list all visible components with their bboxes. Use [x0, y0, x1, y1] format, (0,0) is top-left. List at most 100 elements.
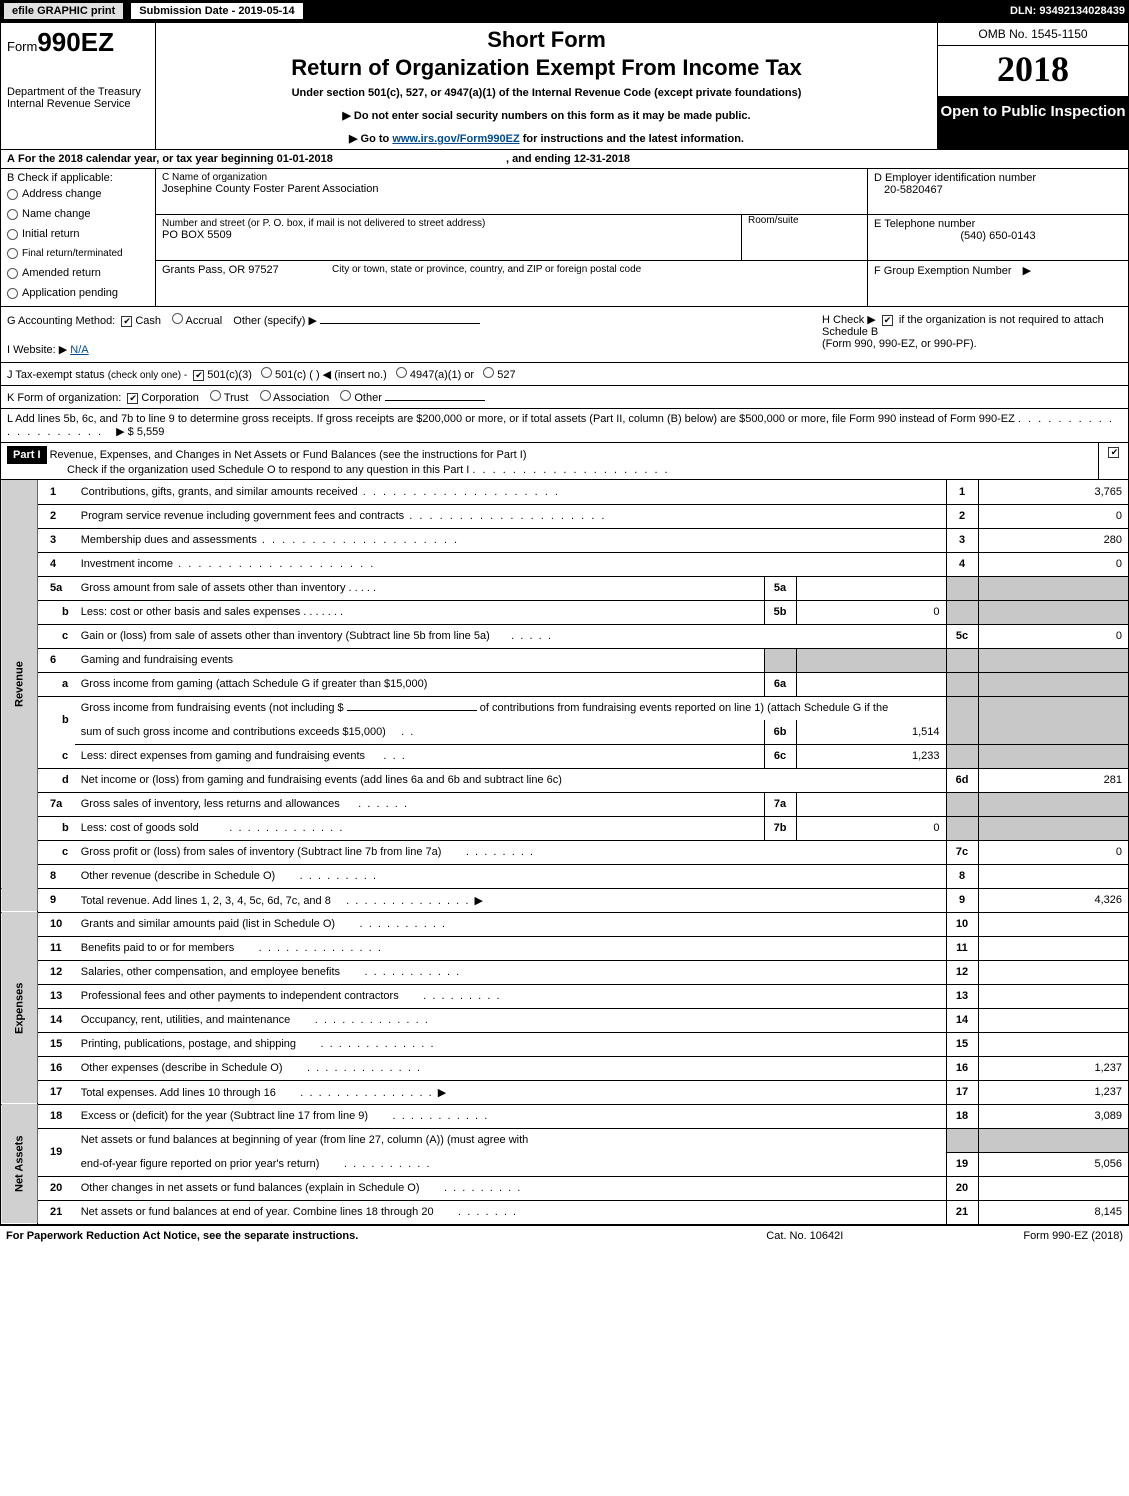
- efile-print-button[interactable]: efile GRAPHIC print: [4, 3, 123, 19]
- line-desc: Less: cost of goods sold . . . . . . . .…: [75, 816, 764, 840]
- line-num: 18: [38, 1104, 75, 1128]
- blank-line: [347, 710, 477, 711]
- checkbox-assoc[interactable]: [260, 390, 271, 401]
- checkbox-501c3[interactable]: [193, 370, 204, 381]
- checkbox-h[interactable]: [882, 315, 893, 326]
- desc-text: Total revenue. Add lines 1, 2, 3, 4, 5c,…: [81, 895, 331, 907]
- desc-text: Other changes in net assets or fund bala…: [81, 1182, 420, 1194]
- desc-text: Gross profit or (loss) from sales of inv…: [81, 846, 442, 858]
- g-text: Accounting Method:: [18, 315, 115, 327]
- checkbox-4947[interactable]: [396, 367, 407, 378]
- line-desc: Gross amount from sale of assets other t…: [75, 576, 764, 600]
- cb-address-change[interactable]: Address change: [7, 184, 149, 204]
- line-num: 3: [38, 528, 75, 552]
- row-c-name: C Name of organization Josephine County …: [156, 169, 867, 215]
- line-rv: 5,056: [978, 1152, 1128, 1176]
- checkbox-cash[interactable]: [121, 316, 132, 327]
- line-rv: 8,145: [978, 1200, 1128, 1224]
- row-j: J Tax-exempt status (check only one) - 5…: [1, 363, 1128, 386]
- inner-num: 6a: [764, 672, 796, 696]
- inner-num: 7b: [764, 816, 796, 840]
- label-i: I Website: ▶: [7, 344, 67, 356]
- desc-text: Professional fees and other payments to …: [81, 990, 399, 1002]
- grey-cell: [978, 600, 1128, 624]
- city-value: Grants Pass, OR 97527: [162, 264, 312, 303]
- form-number: Form990EZ: [7, 27, 149, 58]
- c-text: Name of organization: [172, 172, 267, 183]
- j-text: (check only one) -: [108, 370, 187, 381]
- line-rn: 1: [946, 480, 978, 504]
- line-rv: 0: [978, 504, 1128, 528]
- desc-text: Other revenue (describe in Schedule O): [81, 870, 275, 882]
- line-2: 2 Program service revenue including gove…: [1, 504, 1128, 528]
- line-rn: 14: [946, 1008, 978, 1032]
- line-rn: 10: [946, 912, 978, 936]
- line-num: 1: [38, 480, 75, 504]
- c-label: C Name of organization: [162, 172, 861, 183]
- cb-name-change[interactable]: Name change: [7, 204, 149, 224]
- cb-final-return[interactable]: Final return/terminated: [7, 244, 149, 263]
- desc-text: end-of-year figure reported on prior yea…: [81, 1158, 320, 1170]
- j-4947: 4947(a)(1) or: [410, 369, 474, 381]
- cb-application-pending[interactable]: Application pending: [7, 283, 149, 303]
- line-15: 15 Printing, publications, postage, and …: [1, 1032, 1128, 1056]
- checkbox-other[interactable]: [340, 390, 351, 401]
- grey-cell: [978, 816, 1128, 840]
- checkbox-527[interactable]: [483, 367, 494, 378]
- ein-value: 20-5820467: [874, 184, 1122, 196]
- grey-cell: [978, 792, 1128, 816]
- line-rv: [978, 1008, 1128, 1032]
- line-7c: c Gross profit or (loss) from sales of i…: [1, 840, 1128, 864]
- line-num: 12: [38, 960, 75, 984]
- line-desc: end-of-year figure reported on prior yea…: [75, 1152, 946, 1176]
- line-rv: [978, 984, 1128, 1008]
- line-rn: 7c: [946, 840, 978, 864]
- k-text: Form of organization:: [17, 392, 121, 404]
- website-value[interactable]: N/A: [70, 344, 88, 356]
- irs-link[interactable]: www.irs.gov/Form990EZ: [392, 133, 519, 145]
- line-6b-1: b Gross income from fundraising events (…: [1, 696, 1128, 720]
- line-desc: Other revenue (describe in Schedule O) .…: [75, 864, 946, 888]
- inner-val: [796, 792, 946, 816]
- col-c-org-info: C Name of organization Josephine County …: [156, 169, 868, 306]
- line-rn: 5c: [946, 624, 978, 648]
- line-21: 21 Net assets or fund balances at end of…: [1, 1200, 1128, 1224]
- grey-cell: [978, 744, 1128, 768]
- line-num: c: [38, 840, 75, 864]
- checkbox-trust[interactable]: [210, 390, 221, 401]
- check-text: Check if the organization used Schedule …: [67, 464, 469, 476]
- line-num: 9: [38, 888, 75, 912]
- label-h: H: [822, 314, 830, 326]
- cb-initial-return[interactable]: Initial return: [7, 224, 149, 244]
- dots-icon: [257, 534, 459, 546]
- grey-cell: [946, 600, 978, 624]
- cb-amended-return[interactable]: Amended return: [7, 263, 149, 283]
- f-label: F Group Exemption Number: [874, 265, 1012, 277]
- line-rn: 13: [946, 984, 978, 1008]
- line-rv: [978, 864, 1128, 888]
- desc-text2: of contributions from fundraising events…: [480, 702, 888, 714]
- line-rv: [978, 936, 1128, 960]
- grey-cell: [796, 648, 946, 672]
- line-14: 14 Occupancy, rent, utilities, and maint…: [1, 1008, 1128, 1032]
- k-other: Other: [354, 392, 382, 404]
- checkbox-501c[interactable]: [261, 367, 272, 378]
- h-check: H Check ▶ if the organization is not req…: [822, 313, 1122, 356]
- line-num: 5a: [38, 576, 75, 600]
- checkbox-schedule-o[interactable]: [1108, 447, 1119, 458]
- header-right: OMB No. 1545-1150 2018 Open to Public In…: [938, 23, 1128, 149]
- l-label: L: [7, 413, 13, 425]
- line-8: 8 Other revenue (describe in Schedule O)…: [1, 864, 1128, 888]
- short-form-title: Short Form: [160, 27, 933, 53]
- line-desc: Total expenses. Add lines 10 through 16 …: [75, 1080, 946, 1104]
- checkbox-accrual[interactable]: [172, 313, 183, 324]
- line-17: 17 Total expenses. Add lines 10 through …: [1, 1080, 1128, 1104]
- checkbox-corp[interactable]: [127, 393, 138, 404]
- inner-num: 7a: [764, 792, 796, 816]
- k-corp: Corporation: [141, 392, 198, 404]
- line-desc: Less: direct expenses from gaming and fu…: [75, 744, 764, 768]
- inner-num: 6c: [764, 744, 796, 768]
- grey-cell: [946, 648, 978, 672]
- line-3: 3 Membership dues and assessments 3 280: [1, 528, 1128, 552]
- line-desc: Gain or (loss) from sale of assets other…: [75, 624, 946, 648]
